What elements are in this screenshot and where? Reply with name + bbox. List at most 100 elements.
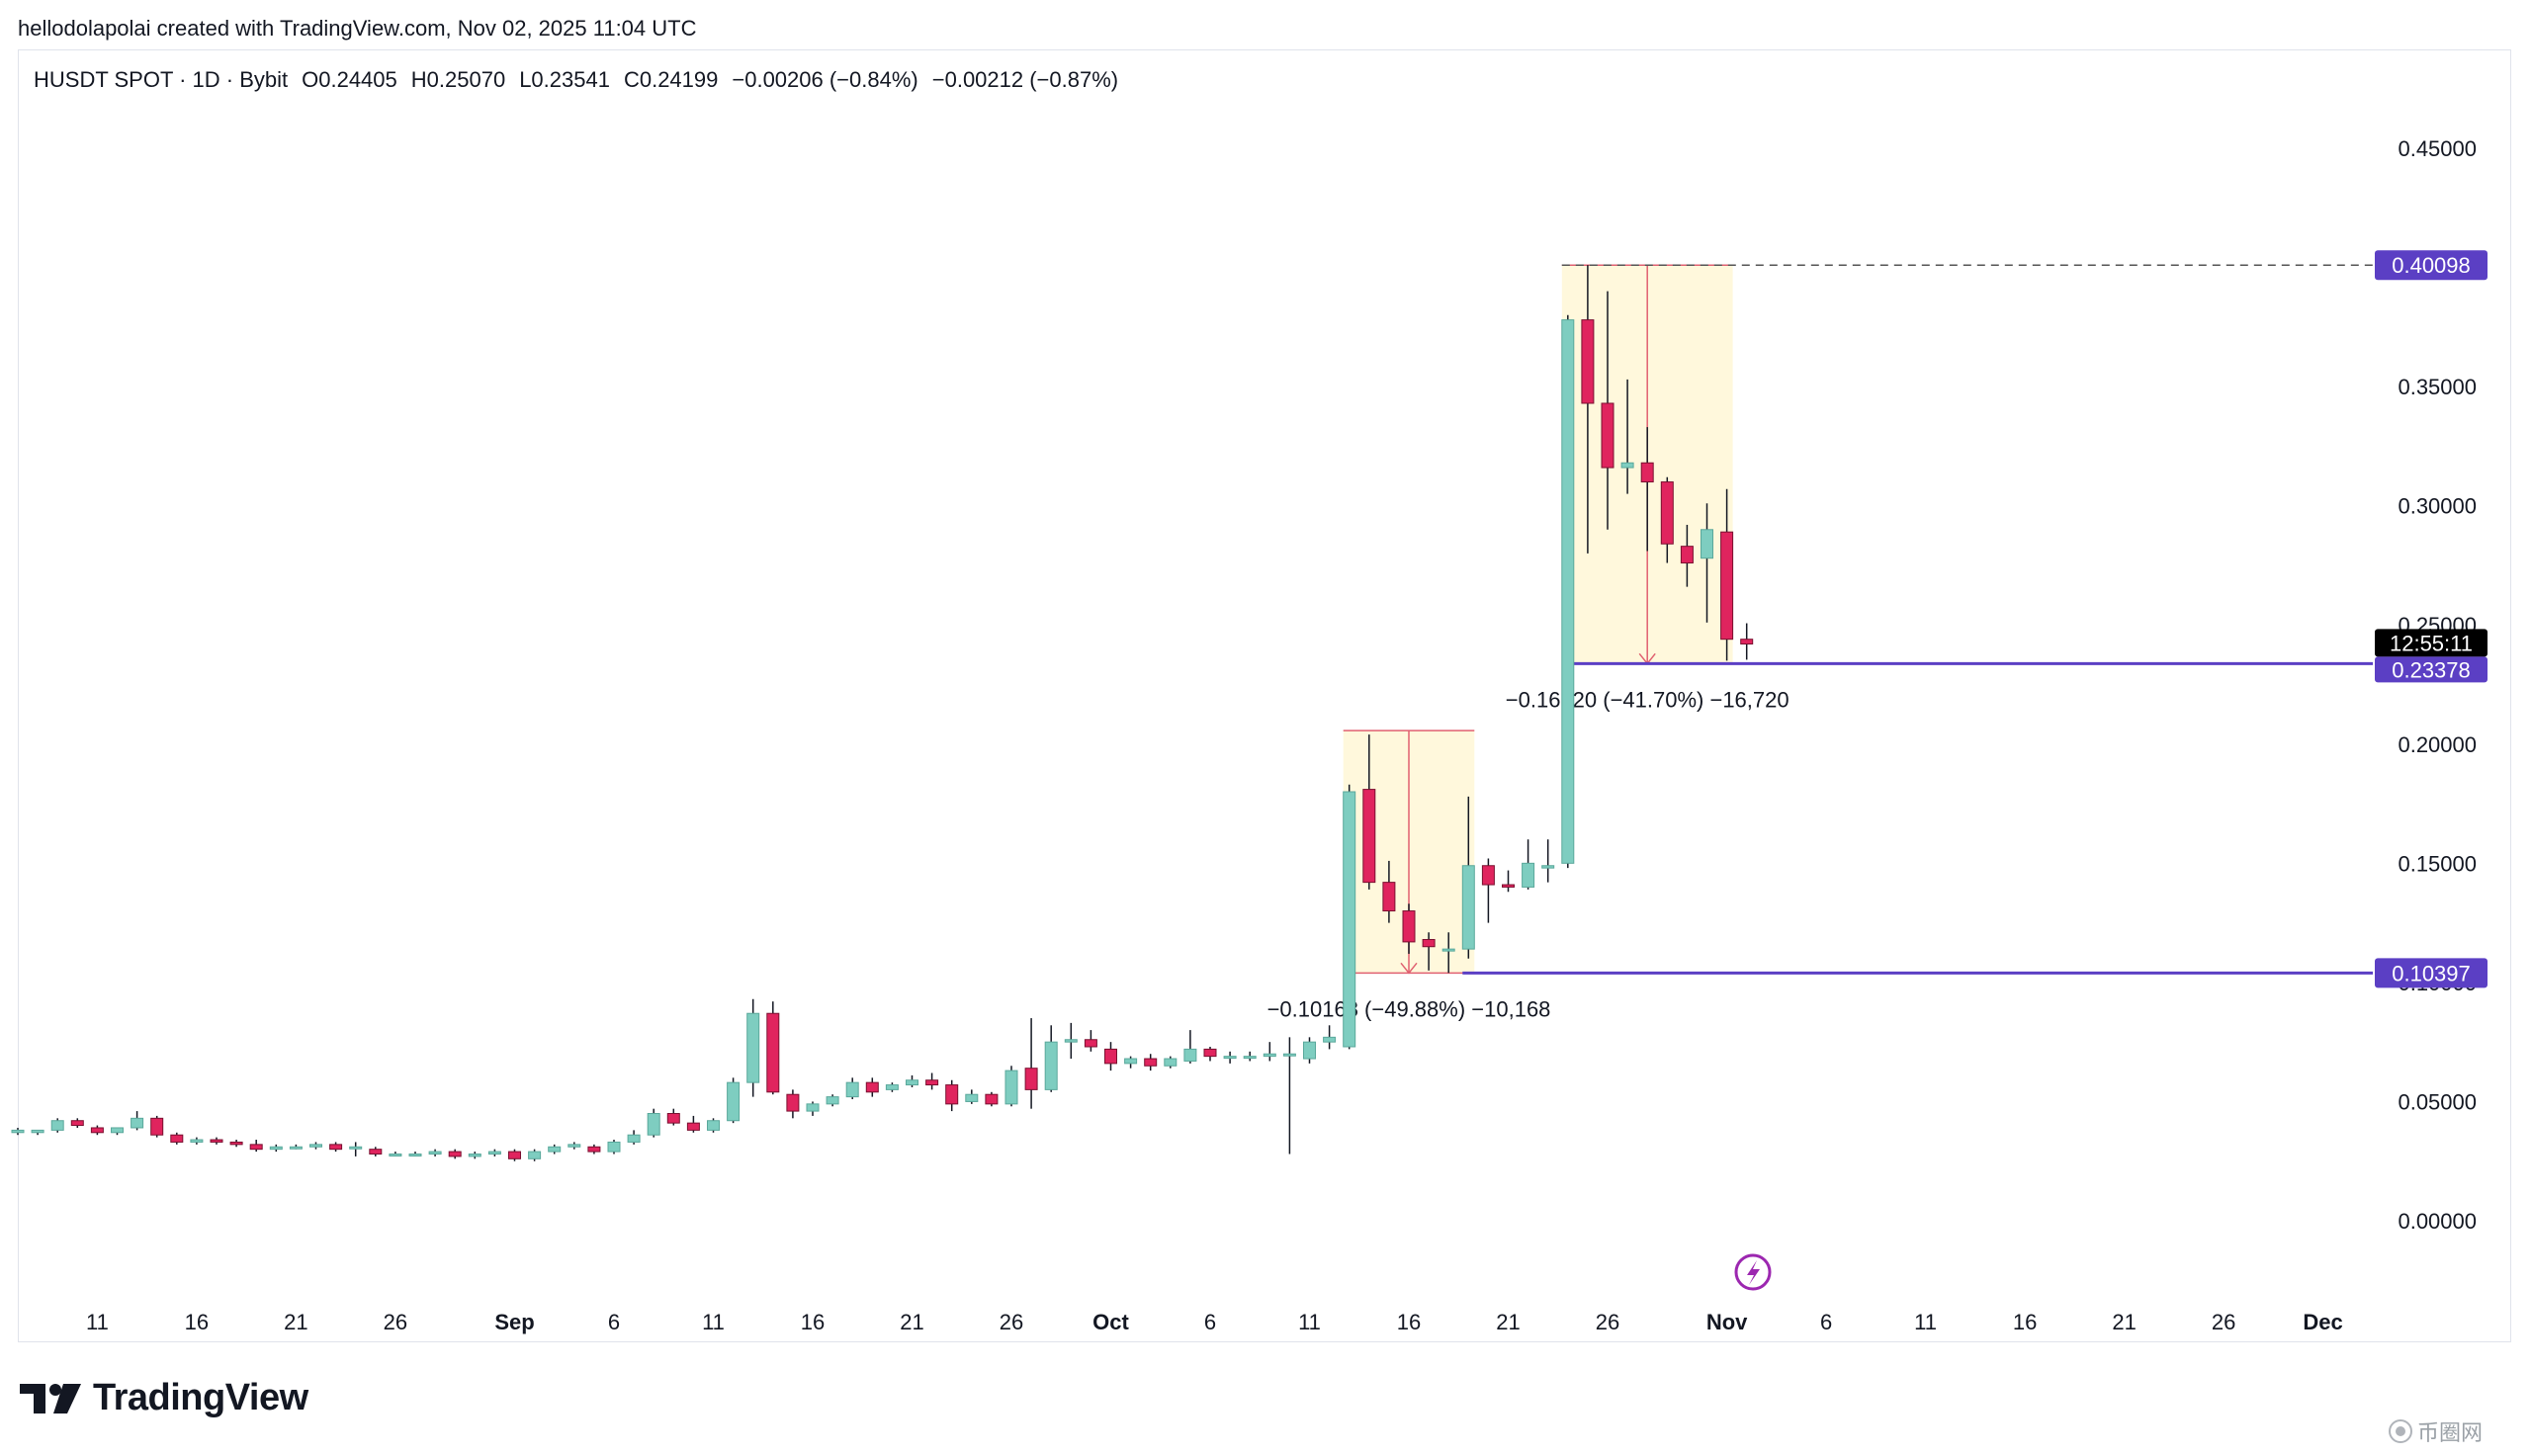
- candle-body: [1144, 1058, 1158, 1067]
- candle-body: [786, 1093, 800, 1112]
- legend-change: −0.00206 (−0.84%): [732, 67, 918, 92]
- candle-body: [1004, 1070, 1018, 1105]
- candle-body: [1183, 1048, 1197, 1062]
- candle-body: [50, 1120, 64, 1131]
- candle-body: [1203, 1048, 1217, 1058]
- y-tick-label: 0.45000: [2398, 136, 2477, 161]
- tradingview-logo[interactable]: TradingView: [20, 1377, 308, 1419]
- candle-body: [1124, 1058, 1138, 1065]
- lightning-icon[interactable]: [1734, 1253, 1772, 1291]
- candle-body: [686, 1122, 700, 1131]
- candle-body: [985, 1093, 999, 1105]
- candle-body: [329, 1144, 343, 1151]
- candle-body: [349, 1146, 363, 1150]
- y-tick-label: 0.05000: [2398, 1089, 2477, 1114]
- candle-body: [587, 1146, 601, 1153]
- candle-body: [1263, 1053, 1276, 1058]
- price-labels: 0.40098 0.10397 12:55:110.23378: [2375, 250, 2487, 988]
- horizontal-levels: [1462, 264, 2373, 975]
- candle-body: [528, 1151, 542, 1159]
- candle-body: [548, 1146, 562, 1153]
- candle-body: [845, 1081, 859, 1098]
- legend-change-2: −0.00212 (−0.87%): [931, 67, 1119, 92]
- x-tick-label: 26: [384, 1310, 407, 1334]
- x-tick-label: 16: [2013, 1310, 2037, 1334]
- candle-body: [1422, 938, 1436, 948]
- candle-body: [1481, 865, 1495, 886]
- candle-body: [190, 1139, 204, 1143]
- price-tag-current: 0.23378: [2392, 657, 2471, 682]
- candle-body: [925, 1079, 939, 1086]
- candle-body: [1223, 1056, 1237, 1060]
- symbol-name[interactable]: HUSDT SPOT · 1D · Bybit: [34, 67, 289, 92]
- candle-body: [269, 1146, 283, 1151]
- candle-body: [647, 1113, 660, 1136]
- time-axis: 11 16 21 26 Sep 6 11 16 21 26 Oct 6 11 16 21 26 Nov 6 11 16…: [86, 1310, 2343, 1334]
- candle-body: [229, 1141, 243, 1146]
- candle-body: [1502, 884, 1515, 888]
- candle-body: [727, 1081, 741, 1122]
- x-tick-label: 26: [1000, 1310, 1023, 1334]
- candle-body: [111, 1127, 124, 1134]
- candle-body: [965, 1093, 979, 1102]
- x-tick-label: 21: [284, 1310, 307, 1334]
- candle-body: [31, 1129, 44, 1134]
- x-tick-label: 16: [801, 1310, 825, 1334]
- candle-body: [1084, 1039, 1097, 1048]
- x-tick-label: 6: [1204, 1310, 1216, 1334]
- candle-body: [1640, 462, 1654, 483]
- y-tick-label: 0.00000: [2398, 1209, 2477, 1234]
- x-tick-label: 16: [185, 1310, 209, 1334]
- x-tick-label: 21: [2112, 1310, 2136, 1334]
- measure-arrow-head: [1400, 962, 1418, 975]
- price-tag-high-bg: [2375, 250, 2487, 281]
- x-tick-label: 26: [1596, 1310, 1619, 1334]
- candle-body: [1343, 791, 1356, 1048]
- candle-body: [1104, 1048, 1117, 1065]
- tradingview-logo-icon: [20, 1383, 81, 1413]
- chart-credit: hellodolapolai created with TradingView.…: [18, 16, 697, 41]
- candle-body: [468, 1153, 481, 1157]
- x-tick-label: 11: [1298, 1310, 1321, 1334]
- price-tag-low: 0.10397: [2392, 961, 2471, 985]
- countdown-bg: [2375, 629, 2487, 657]
- candle-body: [1303, 1041, 1316, 1060]
- x-tick-label: 11: [702, 1310, 725, 1334]
- candle-body: [1701, 529, 1713, 559]
- candle-body: [1740, 639, 1754, 645]
- x-tick-label: Dec: [2303, 1310, 2342, 1334]
- candle-body: [369, 1149, 383, 1155]
- candle-body: [1024, 1068, 1038, 1090]
- symbol-legend: HUSDT SPOT · 1D · Bybit O0.24405 H0.25070 L…: [34, 67, 1132, 93]
- price-tag-low-bg: [2375, 958, 2487, 988]
- candle-body: [1362, 789, 1376, 884]
- candle-body: [1581, 319, 1595, 404]
- candle-body: [210, 1139, 223, 1143]
- candle-body: [906, 1079, 918, 1086]
- y-tick-label: 0.30000: [2398, 494, 2477, 519]
- brand-name: TradingView: [93, 1377, 308, 1418]
- candle-body: [1561, 319, 1575, 864]
- candle-body: [170, 1134, 184, 1143]
- measure-label: −0.16720 (−41.70%) −16,720: [1506, 687, 1789, 712]
- measure-label: −0.10168 (−49.88%) −10,168: [1267, 996, 1551, 1021]
- countdown-label: 12:55:11: [2390, 631, 2473, 655]
- y-tick-label: 0.35000: [2398, 375, 2477, 399]
- candle-body: [408, 1153, 422, 1156]
- candle-body: [1680, 546, 1694, 564]
- candle-body: [1541, 865, 1555, 869]
- candle-body: [11, 1129, 25, 1134]
- candle-body: [1382, 882, 1396, 912]
- candle-body: [508, 1151, 521, 1159]
- candle-body: [70, 1120, 84, 1127]
- legend-low: L0.23541: [519, 67, 610, 92]
- x-tick-label: 11: [86, 1310, 109, 1334]
- candle-body: [1522, 862, 1535, 888]
- candle-body: [865, 1081, 879, 1093]
- x-tick-label: 21: [1496, 1310, 1520, 1334]
- candle-body: [567, 1144, 581, 1148]
- watermark: 币圈网: [2388, 1415, 2483, 1447]
- candle-body: [249, 1144, 263, 1151]
- legend-open: O0.24405: [302, 67, 397, 92]
